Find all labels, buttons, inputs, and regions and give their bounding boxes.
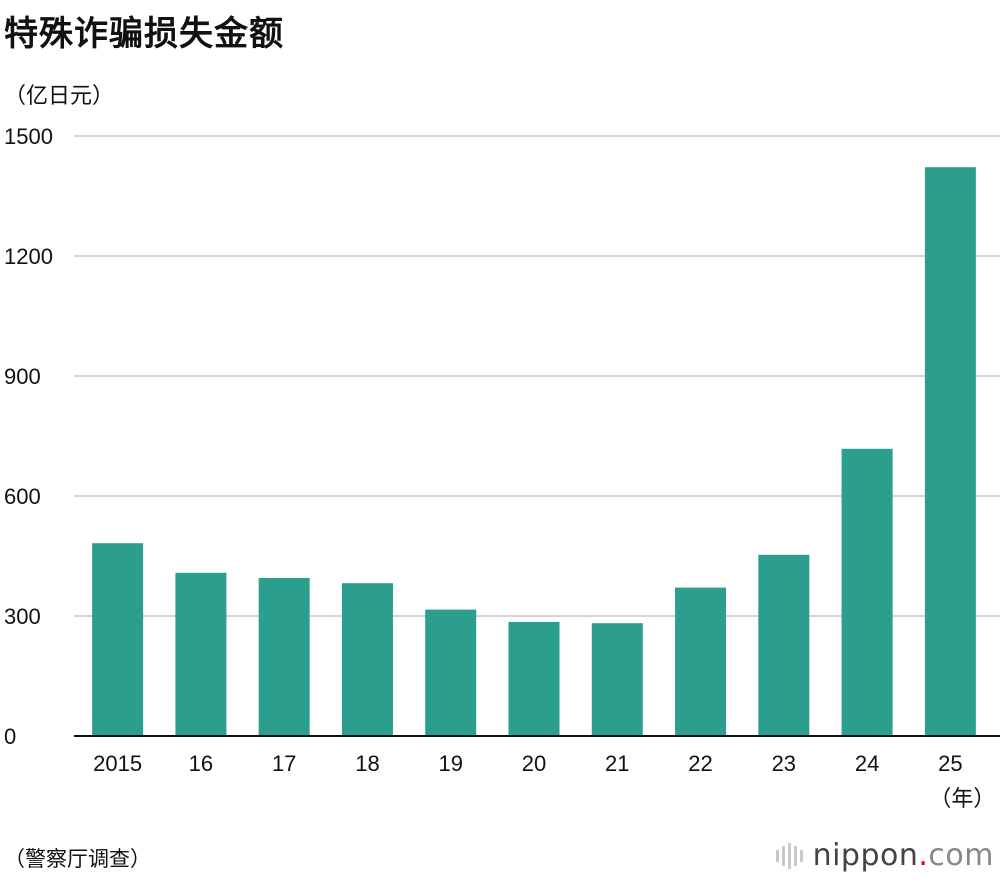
bar-20 bbox=[508, 622, 560, 736]
source-note: （警察厅调查） bbox=[4, 847, 151, 871]
x-tick-label: 19 bbox=[438, 751, 462, 776]
y-tick-labels: 0 300 600 900 1200 1500 bbox=[4, 124, 53, 749]
y-tick-label: 600 bbox=[4, 484, 41, 509]
x-tick-label: 25 bbox=[938, 751, 962, 776]
bar-24 bbox=[841, 448, 893, 736]
logo-dot: . bbox=[918, 838, 929, 873]
y-tick-label: 1500 bbox=[4, 124, 53, 149]
y-tick-label: 0 bbox=[4, 724, 16, 749]
bar-23 bbox=[758, 554, 810, 736]
y-axis-unit-label: （亿日元） bbox=[4, 84, 115, 109]
x-tick-label: 2015 bbox=[93, 751, 142, 776]
y-tick-label: 300 bbox=[4, 604, 41, 629]
logo-bars-icon bbox=[775, 842, 806, 869]
bar-17 bbox=[258, 578, 310, 736]
logo-name: nippon bbox=[812, 838, 919, 873]
y-tick-label: 900 bbox=[4, 364, 41, 389]
logo-tld: com bbox=[928, 838, 994, 873]
y-tick-label: 1200 bbox=[4, 244, 53, 269]
x-tick-labels: 2015 16 17 18 19 20 21 22 23 24 25 bbox=[93, 751, 962, 776]
x-tick-label: 22 bbox=[688, 751, 712, 776]
x-tick-label: 16 bbox=[189, 751, 213, 776]
bar-22 bbox=[675, 587, 727, 736]
x-tick-label: 20 bbox=[522, 751, 546, 776]
bar-25 bbox=[924, 167, 976, 736]
x-tick-label: 18 bbox=[355, 751, 379, 776]
bar-16 bbox=[175, 572, 227, 736]
bar-19 bbox=[425, 609, 477, 736]
logo-text: nippon.com bbox=[813, 838, 994, 873]
x-tick-label: 23 bbox=[772, 751, 796, 776]
bar-21 bbox=[591, 623, 643, 736]
x-axis-unit-label: （年） bbox=[929, 786, 995, 811]
bar-18 bbox=[341, 583, 393, 736]
x-tick-label: 21 bbox=[605, 751, 629, 776]
x-tick-label: 17 bbox=[272, 751, 296, 776]
x-tick-label: 24 bbox=[855, 751, 879, 776]
nippon-logo: nippon.com bbox=[775, 838, 994, 873]
chart-title: 特殊诈骗损失金额 bbox=[4, 14, 284, 54]
bars bbox=[92, 167, 976, 736]
bar-2015 bbox=[92, 543, 144, 736]
